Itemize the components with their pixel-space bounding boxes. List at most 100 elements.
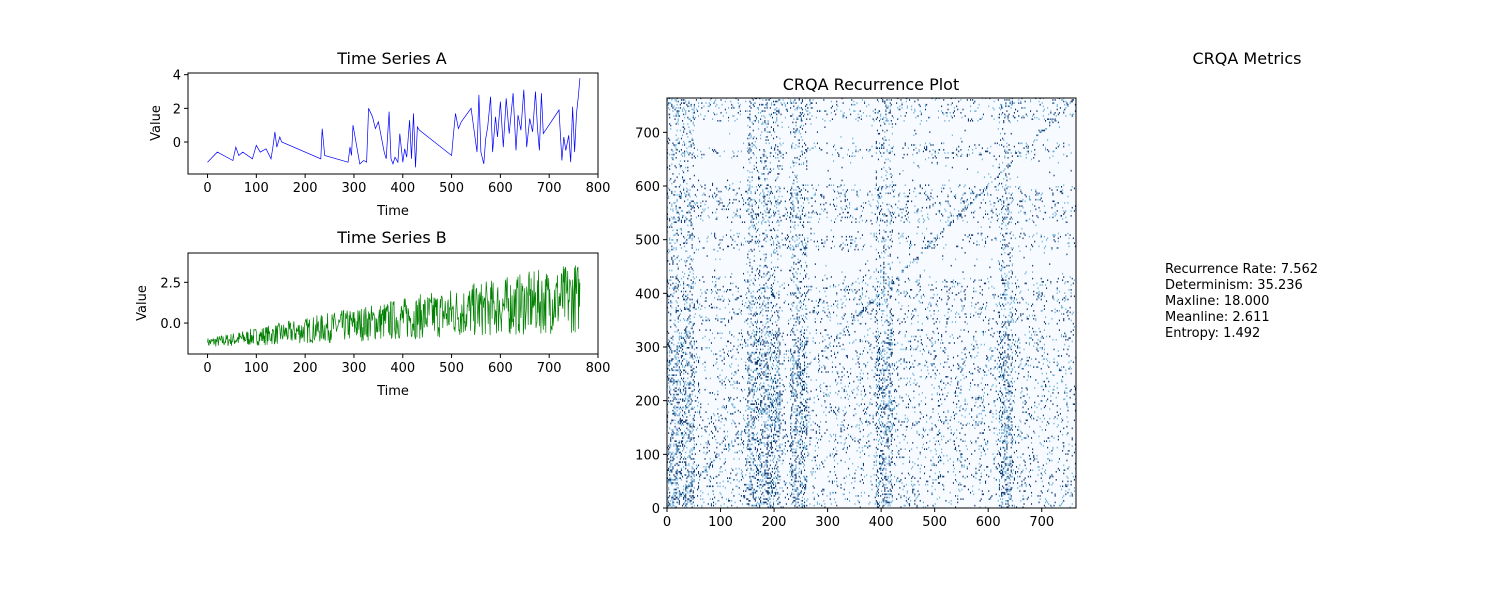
recurrence-cell bbox=[777, 475, 779, 478]
recurrence-cell bbox=[760, 490, 762, 492]
recurrence-cell bbox=[765, 498, 767, 500]
recurrence-cell bbox=[896, 456, 898, 459]
recurrence-cell bbox=[879, 433, 881, 436]
recurrence-cell bbox=[755, 361, 757, 364]
recurrence-cell bbox=[749, 456, 751, 459]
recurrence-cell bbox=[792, 377, 794, 380]
recurrence-cell bbox=[859, 451, 861, 454]
time-series-a-x-tick-label: 500 bbox=[439, 181, 464, 196]
recurrence-cell bbox=[1000, 437, 1002, 439]
recurrence-cell bbox=[778, 445, 780, 447]
recurrence-cell bbox=[876, 367, 878, 370]
recurrence-cell bbox=[961, 466, 963, 468]
recurrence-cell bbox=[885, 432, 887, 434]
recurrence-cell bbox=[882, 422, 884, 425]
recurrence-cell bbox=[972, 424, 974, 426]
recurrence-cell bbox=[746, 503, 748, 505]
recurrence-cell bbox=[913, 366, 915, 368]
recurrence-cell bbox=[1057, 467, 1059, 470]
recurrence-cell bbox=[872, 416, 874, 418]
recurrence-cell bbox=[1050, 400, 1052, 402]
recurrence-cell bbox=[812, 491, 814, 494]
recurrence-cell bbox=[917, 480, 919, 483]
recurrence-cell bbox=[774, 416, 776, 418]
recurrence-cell bbox=[875, 474, 877, 476]
recurrence-cell bbox=[801, 369, 803, 372]
recurrence-cell bbox=[968, 422, 970, 425]
recurrence-cell bbox=[1002, 401, 1004, 404]
recurrence-cell bbox=[682, 359, 684, 362]
recurrence-cell bbox=[1065, 384, 1067, 386]
recurrence-cell bbox=[912, 424, 914, 426]
recurrence-cell bbox=[1063, 464, 1065, 467]
recurrence-cell bbox=[1061, 380, 1063, 383]
recurrence-cell bbox=[728, 480, 730, 483]
recurrence-cell bbox=[724, 445, 726, 447]
recurrence-cell bbox=[924, 466, 926, 468]
recurrence-cell bbox=[758, 419, 760, 422]
recurrence-cell bbox=[672, 482, 674, 484]
recurrence-cell bbox=[706, 471, 708, 473]
recurrence-cell bbox=[947, 440, 949, 443]
recurrence-cell bbox=[678, 503, 680, 505]
recurrence-cell bbox=[1034, 401, 1036, 404]
recurrence-cell bbox=[799, 480, 801, 483]
recurrence-cell bbox=[806, 387, 808, 389]
recurrence-cell bbox=[805, 429, 807, 431]
recurrence-cell bbox=[1045, 405, 1047, 407]
recurrence-cell bbox=[891, 409, 893, 412]
recurrence-cell bbox=[831, 366, 833, 368]
recurrence-cell bbox=[935, 464, 937, 467]
recurrence-cell bbox=[888, 421, 890, 423]
recurrence-cell bbox=[800, 403, 802, 406]
recurrence-cell bbox=[841, 430, 843, 433]
recurrence-cell bbox=[865, 421, 867, 423]
recurrence-cell bbox=[713, 459, 715, 462]
recurrence-cell bbox=[1007, 425, 1009, 428]
recurrence-cell bbox=[1010, 471, 1012, 473]
recurrence-cell bbox=[716, 453, 718, 455]
recurrence-cell bbox=[691, 430, 693, 433]
recurrence-cell bbox=[806, 366, 808, 368]
recurrence-cell bbox=[790, 374, 792, 377]
recurrence-cell bbox=[704, 458, 706, 460]
recurrence-cell bbox=[687, 491, 689, 494]
recurrence-cell bbox=[804, 380, 806, 383]
recurrence-cell bbox=[670, 380, 672, 383]
recurrence-cell bbox=[809, 503, 811, 505]
recurrence-cell bbox=[719, 491, 721, 494]
recurrence-cell bbox=[778, 419, 780, 422]
recurrence-cell bbox=[669, 474, 671, 476]
recurrence-cell bbox=[684, 501, 686, 504]
recurrence-cell bbox=[885, 442, 887, 444]
recurrence-cell bbox=[1036, 419, 1038, 422]
recurrence-cell bbox=[888, 430, 890, 433]
recurrence-cell bbox=[721, 442, 723, 444]
recurrence-cell bbox=[888, 503, 890, 505]
recurrence-cell bbox=[720, 466, 722, 468]
recurrence-cell bbox=[883, 425, 885, 428]
recurrence-cell bbox=[987, 384, 989, 386]
recurrence-cell bbox=[1062, 480, 1064, 483]
recurrence-cell bbox=[669, 446, 671, 449]
recurrence-cell bbox=[669, 491, 671, 494]
recurrence-cell bbox=[679, 491, 681, 494]
recurrence-cell bbox=[1063, 445, 1065, 447]
recurrence-cell bbox=[855, 413, 857, 415]
recurrence-cell bbox=[692, 480, 694, 483]
recurrence-cell bbox=[1006, 451, 1008, 454]
recurrence-cell bbox=[795, 422, 797, 425]
recurrence-cell bbox=[751, 453, 753, 455]
recurrence-cell bbox=[875, 483, 877, 486]
recurrence-cell bbox=[679, 398, 681, 401]
recurrence-cell bbox=[935, 374, 937, 377]
recurrence-cell bbox=[1066, 403, 1068, 406]
recurrence-cell bbox=[754, 377, 756, 380]
recurrence-cell bbox=[774, 374, 776, 377]
recurrence-cell bbox=[1006, 430, 1008, 433]
recurrence-cell bbox=[925, 403, 927, 406]
recurrence-cell bbox=[754, 369, 756, 372]
recurrence-cell bbox=[992, 374, 994, 377]
recurrence-cell bbox=[971, 408, 973, 410]
recurrence-cell bbox=[671, 359, 673, 362]
